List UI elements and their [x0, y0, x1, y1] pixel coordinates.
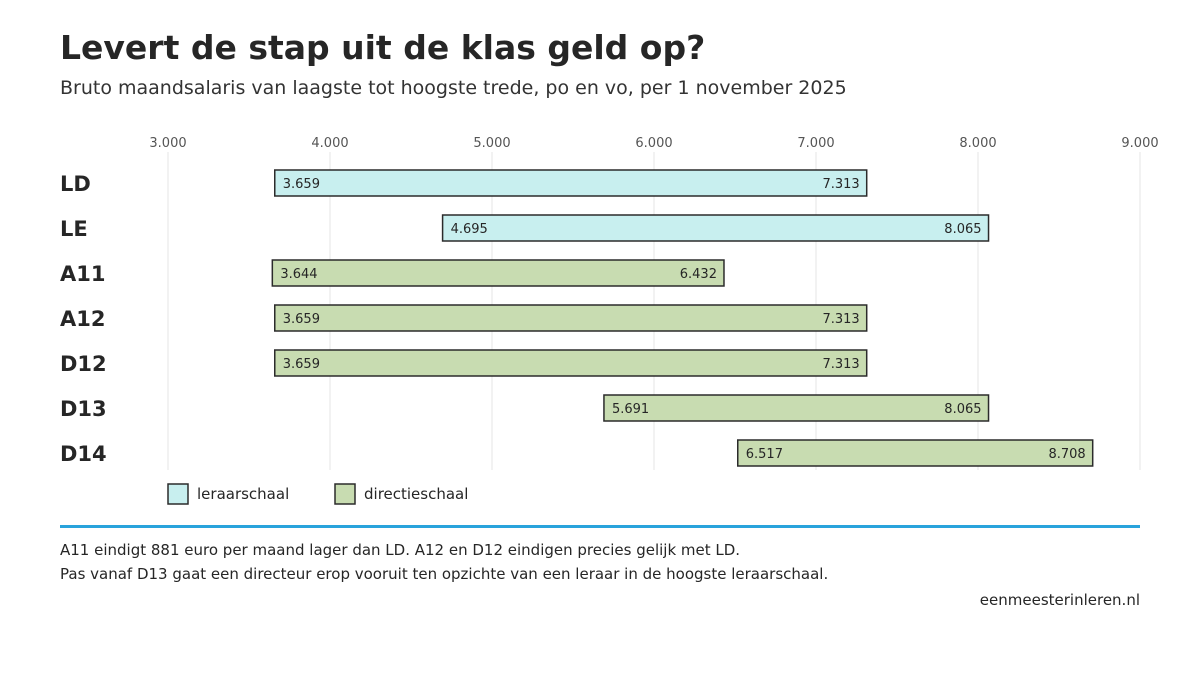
min-value-label: 6.517: [746, 447, 783, 462]
legend-swatch: [167, 483, 189, 505]
chart-title: Levert de stap uit de klas geld op?: [60, 28, 706, 67]
legend-label: leraarschaal: [197, 485, 289, 503]
min-value-label: 3.659: [283, 357, 320, 372]
range-bar: [737, 439, 1094, 467]
bar-row-d12: D12 3.659 7.313: [60, 349, 868, 377]
footnote-line-2: Pas vanaf D13 gaat een directeur erop vo…: [60, 565, 829, 583]
x-tick-label: 6.000: [635, 136, 672, 151]
bar-row-d13: D13 5.691 8.065: [60, 394, 990, 422]
category-label: D14: [60, 442, 107, 466]
x-tick-label: 4.000: [311, 136, 348, 151]
bar-row-a11: A11 3.644 6.432: [60, 259, 725, 287]
legend-label: directieschaal: [364, 485, 468, 503]
range-bar: [274, 304, 868, 332]
range-bar: [274, 349, 868, 377]
legend-item-directieschaal: directieschaal: [334, 483, 468, 505]
range-bar: [271, 259, 725, 287]
max-value-label: 7.313: [822, 357, 859, 372]
min-value-label: 3.659: [283, 177, 320, 192]
max-value-label: 6.432: [680, 267, 717, 282]
x-tick-label: 7.000: [797, 136, 834, 151]
range-bar: [274, 169, 868, 197]
min-value-label: 3.644: [280, 267, 317, 282]
legend: leraarschaal directieschaal: [167, 483, 468, 505]
max-value-label: 7.313: [822, 312, 859, 327]
x-tick-label: 8.000: [959, 136, 996, 151]
x-tick-label: 9.000: [1121, 136, 1158, 151]
footnote-line-1: A11 eindigt 881 euro per maand lager dan…: [60, 541, 741, 559]
source-credit: eenmeesterinleren.nl: [979, 591, 1140, 609]
max-value-label: 8.065: [944, 402, 981, 417]
category-label: A11: [60, 262, 105, 286]
max-value-label: 8.708: [1048, 447, 1085, 462]
category-label: LE: [60, 217, 88, 241]
bar-row-ld: LD 3.659 7.313: [60, 169, 868, 197]
x-tick-label: 3.000: [149, 136, 186, 151]
max-value-label: 8.065: [944, 222, 981, 237]
bar-row-le: LE 4.695 8.065: [60, 214, 990, 242]
min-value-label: 4.695: [451, 222, 488, 237]
legend-item-leraarschaal: leraarschaal: [167, 483, 289, 505]
x-tick-label: 5.000: [473, 136, 510, 151]
category-label: D13: [60, 397, 107, 421]
max-value-label: 7.313: [822, 177, 859, 192]
range-bar: [603, 394, 990, 422]
x-axis-ticks: 3.000 4.000 5.000 6.000 7.000 8.000 9.000: [149, 136, 1158, 151]
bars: LD 3.659 7.313 LE 4.695 8.065 A11 3.644 6.432 A12…: [60, 169, 1094, 467]
range-bar-chart: 3.000 4.000 5.000 6.000 7.000 8.000 9.000 LD 3.…: [60, 136, 1159, 505]
bar-row-d14: D14 6.517 8.708: [60, 439, 1094, 467]
legend-swatch: [334, 483, 356, 505]
category-label: LD: [60, 172, 91, 196]
chart-subtitle: Bruto maandsalaris van laagste tot hoogs…: [60, 77, 847, 99]
accent-divider: [60, 525, 1140, 528]
min-value-label: 3.659: [283, 312, 320, 327]
range-bar: [441, 214, 990, 242]
category-label: A12: [60, 307, 105, 331]
category-label: D12: [60, 352, 107, 376]
min-value-label: 5.691: [612, 402, 649, 417]
bar-row-a12: A12 3.659 7.313: [60, 304, 868, 332]
